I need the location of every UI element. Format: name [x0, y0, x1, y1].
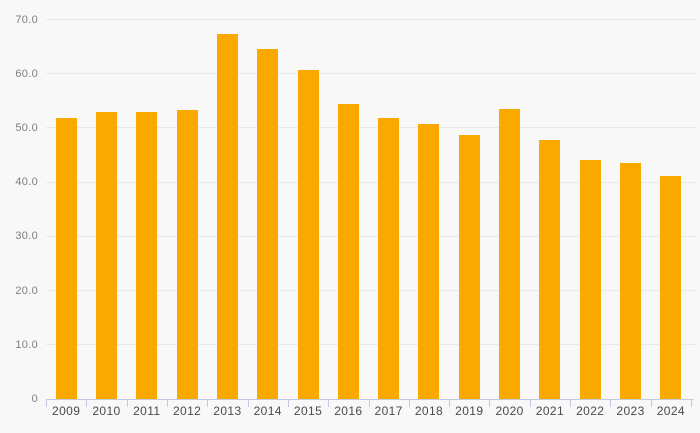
axis-tick	[46, 400, 47, 407]
bar-2014[interactable]	[257, 49, 279, 399]
x-axis-label-2019: 2019	[455, 404, 484, 418]
x-axis-label-2024: 2024	[656, 404, 685, 418]
gridline-50	[46, 127, 696, 129]
x-axis-label-2022: 2022	[576, 404, 605, 418]
axis-tick	[408, 400, 410, 407]
x-axis-label-2012: 2012	[172, 404, 202, 418]
y-axis-label-40: 40.0	[15, 176, 38, 189]
bar-2009[interactable]	[55, 118, 77, 399]
bar-2010[interactable]	[95, 112, 117, 399]
x-axis-label-2013: 2013	[213, 404, 242, 418]
gridline-40	[46, 181, 696, 183]
axis-tick	[287, 400, 289, 407]
x-axis-label-2015: 2015	[293, 404, 323, 418]
x-axis-label-2014: 2014	[253, 404, 282, 418]
y-axis-label-50: 50.0	[15, 121, 38, 134]
gridline-70	[46, 19, 696, 20]
x-axis-line	[46, 399, 694, 400]
x-axis-label-2017: 2017	[374, 404, 403, 418]
y-axis-label-10: 10.0	[15, 338, 38, 351]
gridline-10	[46, 344, 696, 346]
x-axis-label-2009: 2009	[52, 404, 81, 418]
bar-2013[interactable]	[216, 34, 238, 399]
x-axis-label-2018: 2018	[414, 404, 444, 418]
axis-tick	[529, 400, 531, 407]
x-axis-label-2020: 2020	[495, 404, 524, 418]
bar-2023[interactable]	[620, 162, 642, 399]
axis-tick	[328, 400, 330, 407]
x-axis-label-2011: 2011	[133, 404, 161, 418]
axis-tick	[570, 400, 572, 407]
bar-2015[interactable]	[297, 70, 319, 399]
gridline-20	[46, 290, 696, 292]
y-axis-label-60: 60.0	[15, 67, 38, 80]
axis-tick	[691, 400, 692, 407]
axis-tick	[166, 400, 168, 407]
bar-2018[interactable]	[418, 124, 440, 399]
axis-tick	[610, 400, 612, 407]
bar-2019[interactable]	[458, 134, 480, 399]
axis-tick	[207, 400, 209, 407]
x-axis-label-2016: 2016	[334, 404, 363, 418]
bar-2016[interactable]	[337, 103, 359, 399]
gridline-30	[46, 235, 696, 237]
axis-tick	[126, 400, 128, 407]
y-axis-label-20: 20.0	[15, 284, 38, 297]
x-axis-label-2023: 2023	[616, 404, 645, 418]
bar-2022[interactable]	[579, 160, 601, 399]
x-axis-label-2021: 2021	[535, 404, 565, 418]
bar-2021[interactable]	[539, 140, 561, 399]
axis-tick	[368, 400, 370, 407]
y-axis-label-30: 30.0	[15, 230, 38, 243]
axis-tick	[247, 400, 249, 407]
gridline-60	[46, 73, 696, 75]
axis-tick	[650, 400, 652, 407]
y-axis-label-0: 0	[31, 393, 38, 405]
axis-tick	[86, 400, 88, 407]
bar-2020[interactable]	[499, 109, 521, 399]
bar-2011[interactable]	[136, 112, 158, 399]
y-axis-label-70: 70.0	[15, 13, 38, 26]
bar-2024[interactable]	[660, 175, 682, 399]
axis-tick	[449, 400, 451, 407]
x-axis-label-2010: 2010	[92, 404, 121, 418]
bar-2012[interactable]	[176, 110, 198, 399]
bar-2017[interactable]	[378, 118, 400, 399]
axis-tick	[489, 400, 491, 407]
